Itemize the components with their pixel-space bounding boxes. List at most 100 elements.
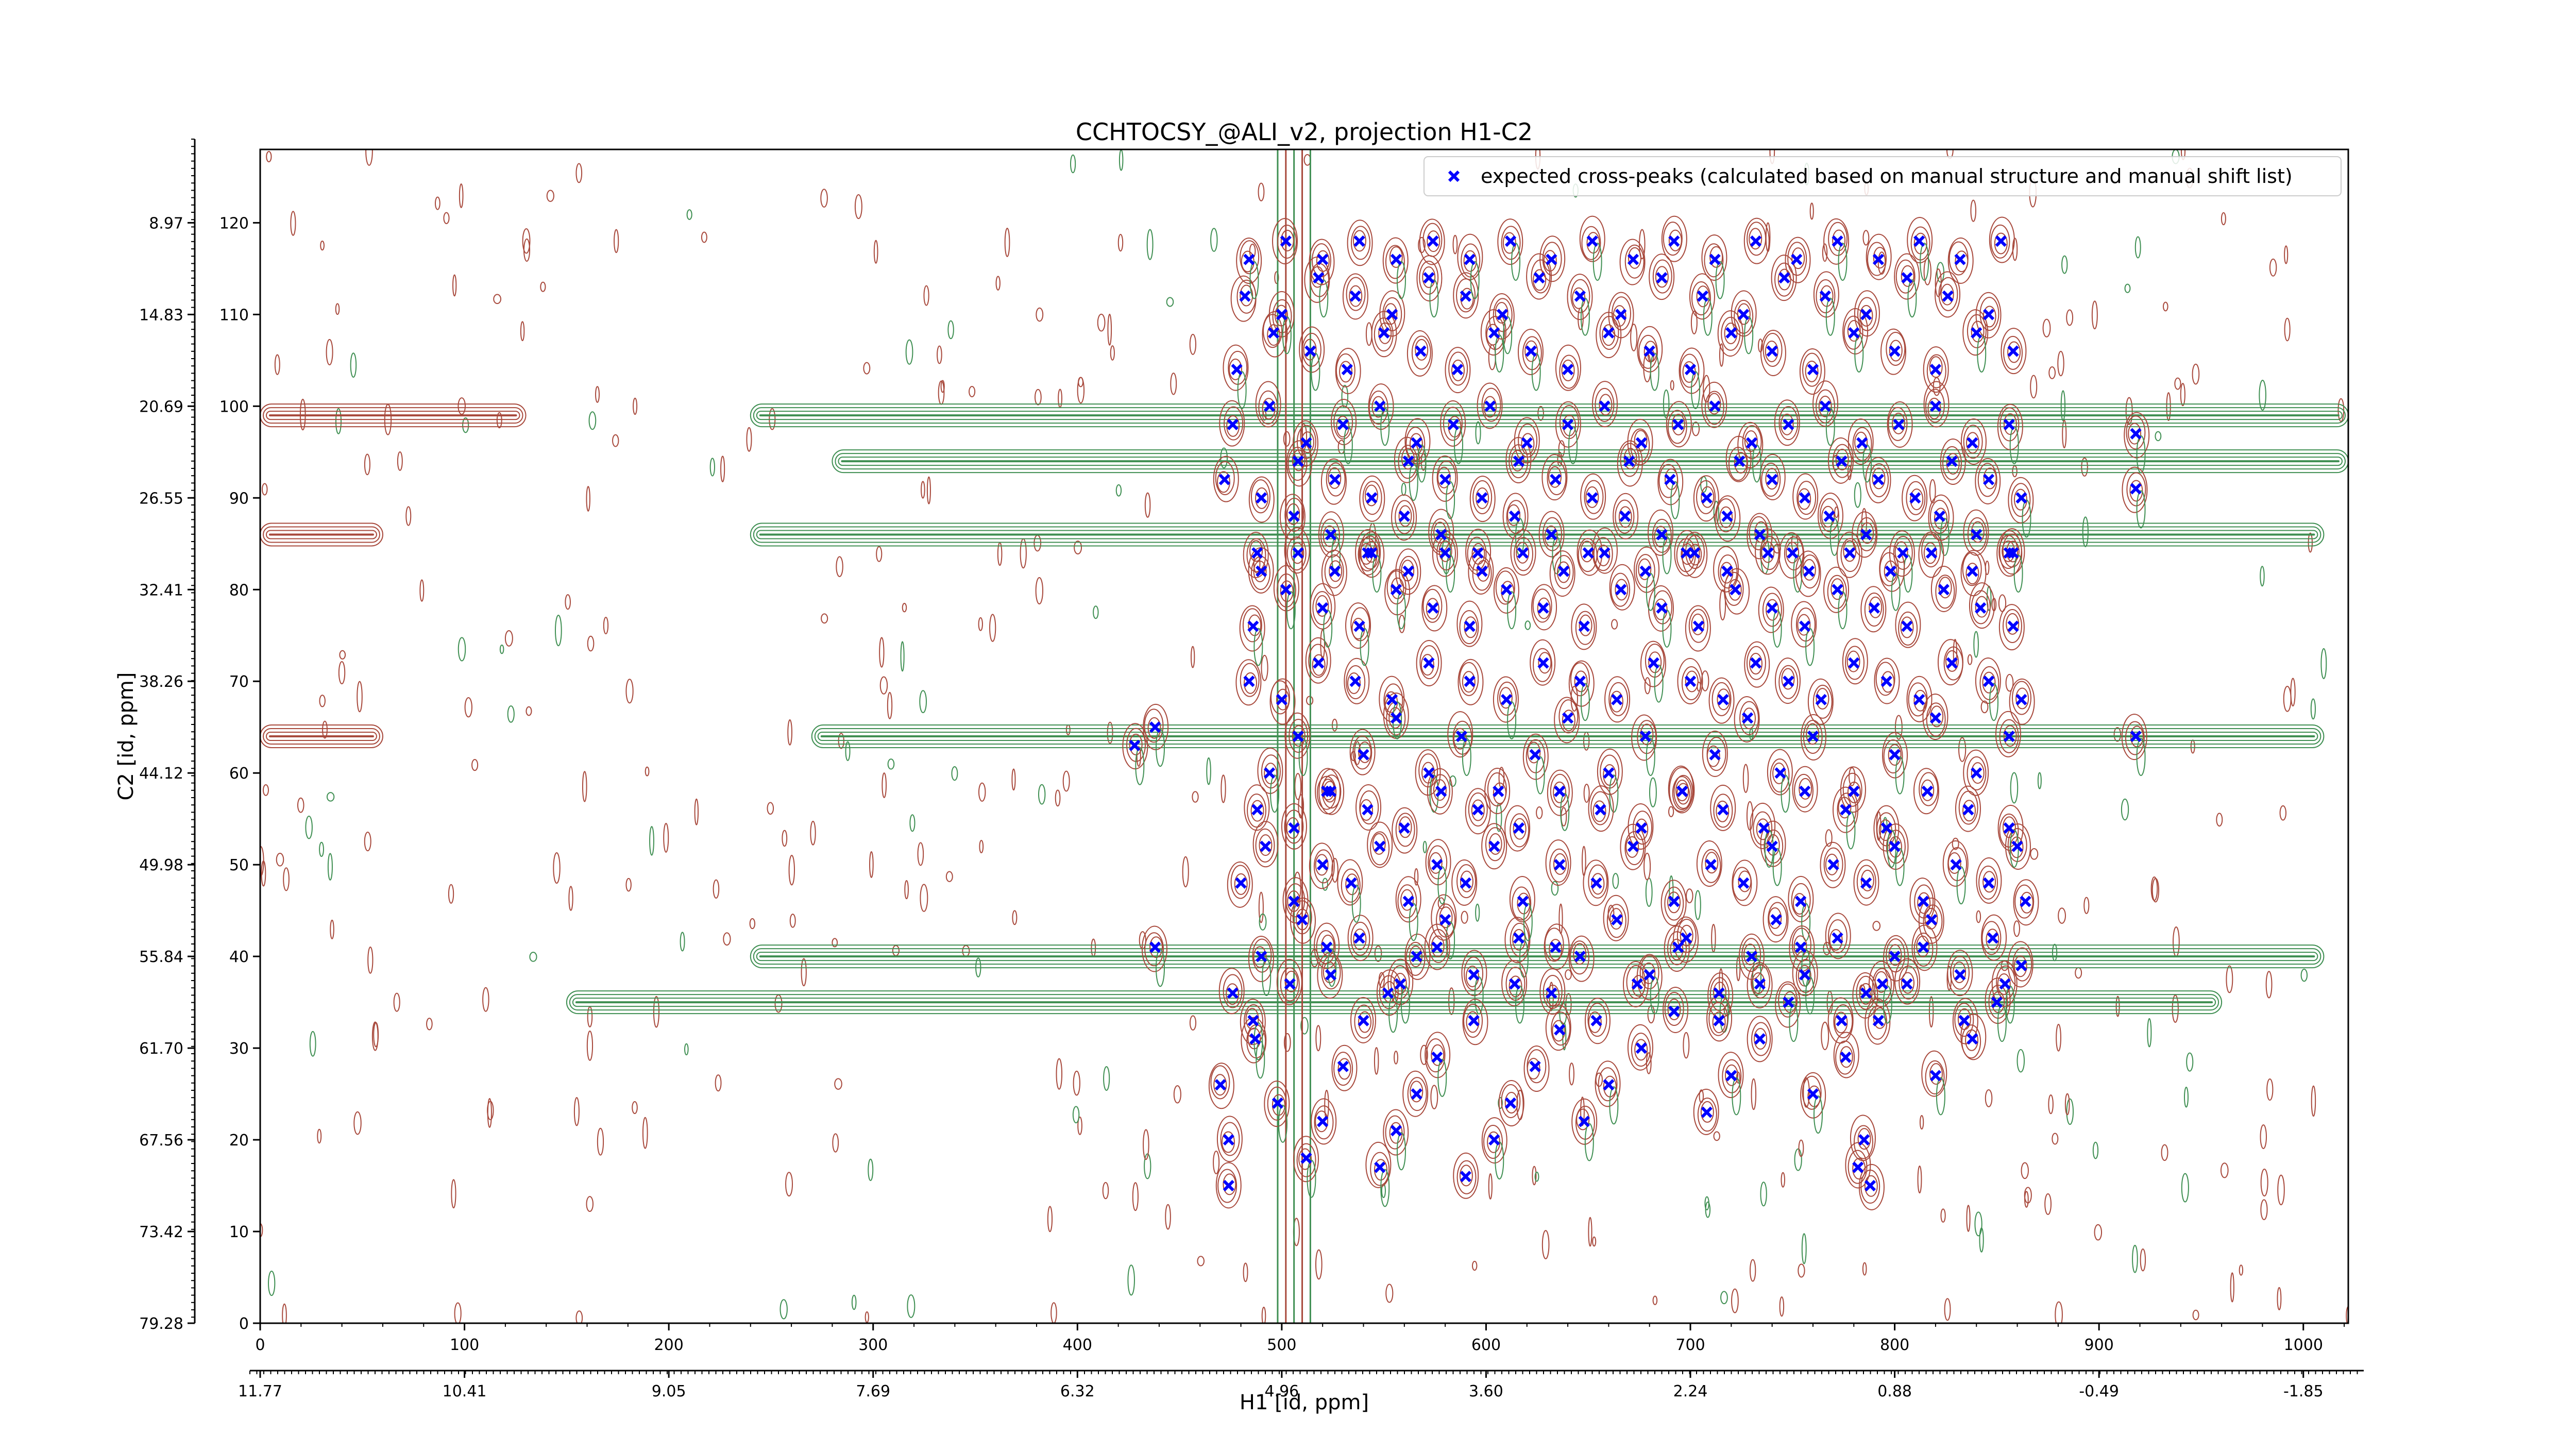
legend[interactable]: expected cross-peaks (calculated based o… — [1423, 156, 2342, 196]
cross-peak-marker — [1249, 1033, 1261, 1045]
peak-contour — [1404, 933, 1431, 980]
peak-contour — [1420, 654, 1434, 676]
cross-peak-marker — [1946, 455, 1958, 467]
peak-contour — [1806, 723, 1820, 745]
noise-contour — [1274, 271, 1279, 284]
peak-contour — [1461, 950, 1487, 997]
peak-contour — [1818, 395, 1832, 417]
cross-peak-marker — [1991, 996, 2003, 1008]
cross-peak-marker — [1603, 1079, 1615, 1091]
negative-contour — [1592, 242, 1602, 281]
noise-contour — [1849, 767, 1856, 786]
cross-peak-marker — [1386, 309, 1398, 320]
peak-contour — [1842, 638, 1868, 685]
cross-peak-marker — [1925, 914, 1938, 926]
noise-contour — [2226, 965, 2233, 993]
peak-contour — [1829, 929, 1843, 951]
noise-contour — [1569, 1062, 1574, 1086]
peak-contour — [1246, 538, 1266, 572]
peak-contour — [1129, 733, 1143, 755]
peak-contour — [1592, 381, 1618, 428]
peak-contour — [1292, 420, 1318, 467]
noise-contour — [1422, 840, 1427, 853]
cross-peak-marker — [1750, 657, 1762, 669]
peak-contour — [1753, 811, 1773, 846]
peak-contour — [1963, 425, 1983, 459]
peak-contour — [1835, 448, 1849, 470]
noise-contour — [1182, 856, 1189, 888]
x-tick-label: 0 — [255, 1336, 265, 1354]
peak-contour — [1248, 476, 1275, 523]
cross-peak-marker — [1504, 235, 1517, 247]
peak-contour — [1438, 540, 1452, 562]
peak-contour — [1245, 1008, 1259, 1030]
band-contour — [759, 533, 2315, 536]
peak-contour — [1691, 613, 1705, 635]
peak-contour — [1320, 458, 1347, 505]
noise-contour — [1437, 897, 1445, 909]
cross-peak-marker — [1913, 694, 1925, 705]
peak-contour — [1358, 1011, 1372, 1033]
negative-contour — [1662, 536, 1672, 575]
cross-peak-marker — [1848, 327, 1860, 339]
noise-contour — [2265, 971, 2273, 999]
negative-contour — [1511, 242, 1521, 281]
peak-contour — [1676, 783, 1690, 805]
cross-peak-marker — [1546, 529, 1557, 541]
noise-contour — [1690, 310, 1698, 335]
noise-contour — [268, 1270, 276, 1296]
y-ppm-tick-label: 73.42 — [139, 1223, 183, 1241]
negative-contour — [2136, 435, 2146, 474]
cross-peak-marker — [1672, 418, 1684, 431]
peak-contour — [1270, 680, 1291, 715]
cross-peak-marker — [1447, 418, 1460, 431]
noise-contour — [2290, 678, 2296, 707]
peak-contour — [1794, 773, 1814, 808]
cross-peak-marker — [1844, 547, 1856, 559]
cross-peak-marker — [1337, 418, 1349, 431]
noise-contour — [1711, 923, 1716, 953]
noise-contour — [448, 884, 454, 904]
peak-contour — [1758, 586, 1784, 633]
noise-contour — [680, 932, 685, 952]
peak-contour — [1383, 1109, 1409, 1156]
noise-contour — [1170, 373, 1177, 395]
peak-contour — [1609, 564, 1635, 611]
negative-contour — [1568, 426, 1578, 464]
peak-contour — [1498, 1079, 1524, 1126]
noise-contour — [701, 231, 707, 243]
peak-contour — [1913, 689, 1927, 712]
peak-contour — [1802, 352, 1822, 387]
noise-contour — [1020, 538, 1027, 569]
negative-contour — [1580, 683, 1590, 721]
peak-contour — [1952, 998, 1978, 1044]
y-ppm-tick-label: 20.69 — [139, 398, 183, 416]
noise-contour — [2061, 255, 2068, 274]
cross-peak-marker — [1218, 474, 1230, 485]
noise-contour — [1117, 233, 1124, 252]
peak-contour — [1732, 859, 1758, 906]
cross-peak-marker — [1982, 877, 1995, 889]
noise-contour — [2091, 300, 2098, 330]
peak-contour — [1493, 676, 1519, 723]
peak-contour — [2002, 816, 2016, 838]
cross-peak-marker — [1353, 235, 1365, 247]
cross-peak-marker — [1962, 804, 1974, 816]
peak-contour — [1427, 230, 1440, 252]
noise-contour — [426, 1018, 433, 1031]
peak-contour — [1734, 452, 1748, 474]
noise-contour — [1821, 1021, 1829, 1051]
noise-contour — [1645, 878, 1653, 907]
negative-contour — [1256, 1040, 1265, 1079]
noise-contour — [1781, 1172, 1785, 1188]
noise-contour — [1643, 852, 1651, 881]
cross-peak-marker — [1497, 309, 1509, 320]
x-tick-label: 200 — [654, 1336, 684, 1354]
cross-peak-marker — [1799, 785, 1811, 797]
peak-contour — [1842, 772, 1862, 807]
peak-contour — [1472, 480, 1493, 514]
cross-peak-marker — [1256, 565, 1267, 577]
peak-contour — [1439, 906, 1453, 929]
peak-contour — [1512, 929, 1526, 951]
peak-contour — [1803, 720, 1823, 754]
